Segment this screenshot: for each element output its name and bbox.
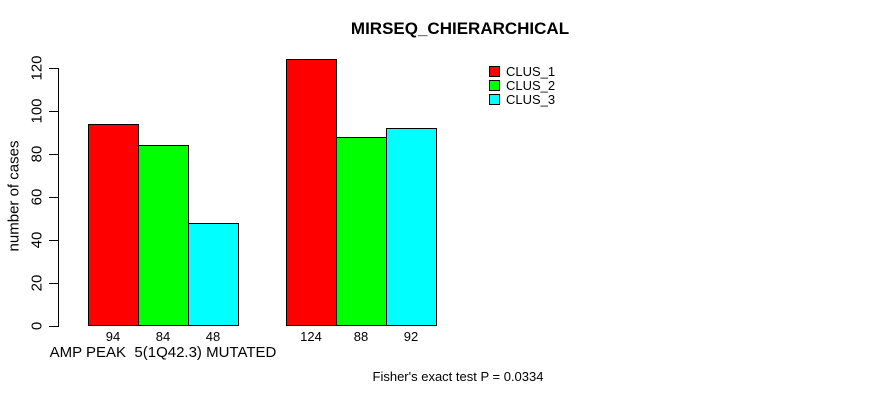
y-tick-label: 120 [28,55,46,81]
legend-label: CLUS_3 [506,91,556,107]
chart-title: MIRSEQ_CHIERARCHICAL [350,19,570,38]
legend-item: CLUS_2 [489,77,556,93]
bar-value-label: 92 [403,329,419,344]
bar-clus_2-group1 [138,145,189,326]
bar-clus_1-group2 [286,59,337,326]
y-tick-mark [49,240,58,241]
legend-swatch-clus_2 [489,79,500,91]
y-tick-label: 100 [28,98,46,124]
y-axis-label: number of cases [5,140,23,252]
y-axis-line [58,68,59,327]
x-group-label: AMP PEAK 5(1Q42.3) MUTATED [49,344,277,361]
legend-item: CLUS_1 [489,63,556,79]
bar-value-label: 48 [205,329,221,344]
y-tick-label: 0 [28,321,46,331]
bar-value-label: 94 [105,329,121,344]
bar-clus_3-group2 [386,128,437,326]
legend-swatch-clus_3 [489,93,500,105]
y-tick-mark [49,197,58,198]
y-tick-mark [49,68,58,69]
bar-clus_1-group1 [88,124,139,326]
y-tick-mark [49,283,58,284]
legend-swatch-clus_1 [489,65,500,77]
y-tick-mark [49,326,58,327]
y-tick-label: 80 [28,145,46,163]
legend-label: CLUS_1 [506,63,556,79]
y-tick-mark [49,111,58,112]
bar-clus_2-group2 [336,137,387,326]
bar-value-label: 124 [300,329,322,344]
bar-value-label: 88 [353,329,369,344]
legend-item: CLUS_3 [489,91,556,107]
bar-clus_3-group1 [188,223,239,326]
y-tick-label: 40 [28,231,46,249]
y-tick-mark [49,154,58,155]
y-tick-label: 60 [28,188,46,206]
bar-value-label: 84 [155,329,171,344]
legend: CLUS_1 CLUS_2 CLUS_3 [489,63,556,107]
footnote: Fisher's exact test P = 0.0334 [372,369,544,384]
legend-label: CLUS_2 [506,77,556,93]
y-tick-label: 20 [28,274,46,292]
